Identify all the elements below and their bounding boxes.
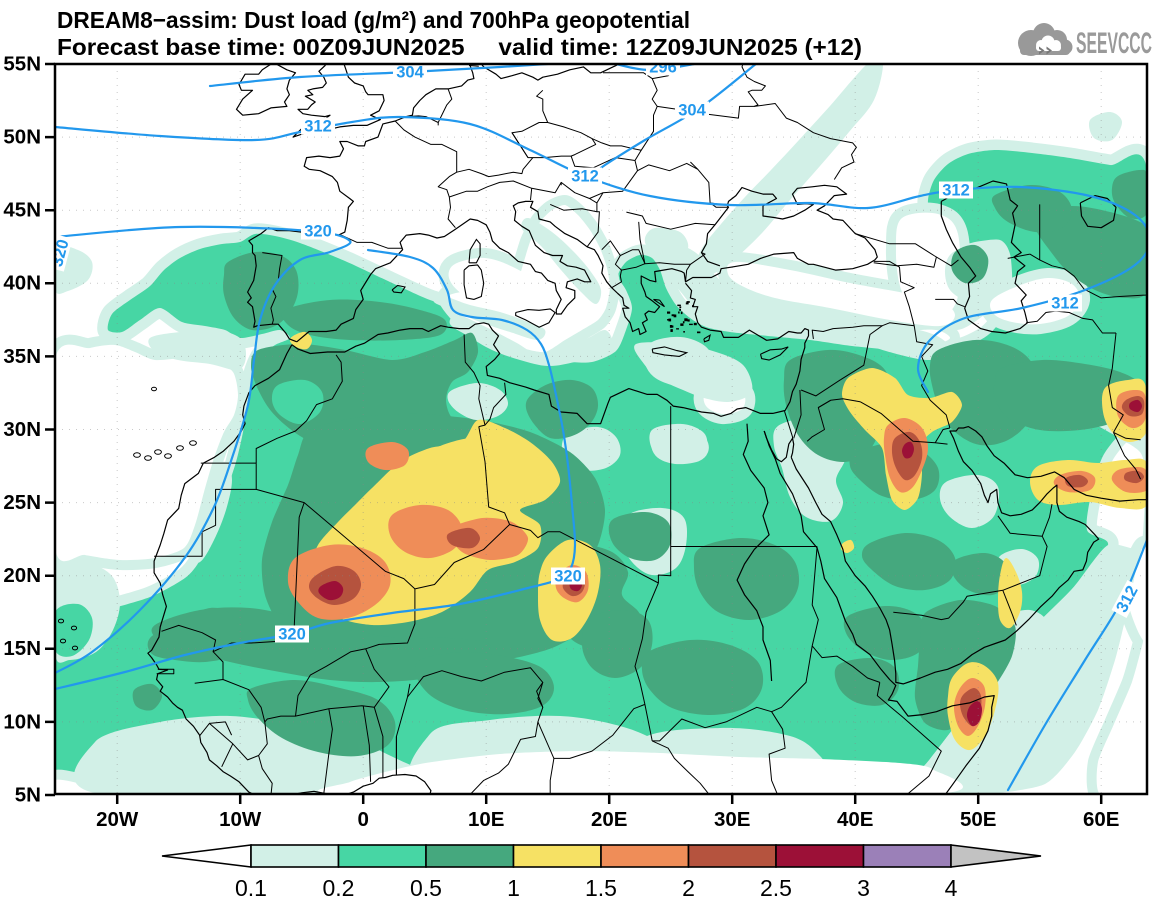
svg-text:0.1: 0.1 <box>235 875 267 901</box>
svg-text:304: 304 <box>396 63 424 81</box>
svg-text:312: 312 <box>571 167 599 185</box>
svg-text:312: 312 <box>304 117 332 135</box>
svg-text:10E: 10E <box>468 808 504 831</box>
svg-text:320: 320 <box>554 567 582 585</box>
svg-text:40N: 40N <box>3 272 41 295</box>
svg-text:15N: 15N <box>3 637 41 660</box>
svg-text:312: 312 <box>942 181 970 199</box>
svg-text:304: 304 <box>678 101 706 119</box>
svg-text:55N: 55N <box>3 52 41 75</box>
svg-text:25N: 25N <box>3 491 41 514</box>
svg-text:20E: 20E <box>591 808 627 831</box>
svg-text:5N: 5N <box>15 783 41 806</box>
svg-text:4: 4 <box>945 875 958 901</box>
svg-text:20N: 20N <box>3 564 41 587</box>
svg-text:50N: 50N <box>3 126 41 149</box>
svg-text:DREAM8−assim: Dust load (g/m²): DREAM8−assim: Dust load (g/m²) and 700hP… <box>57 7 690 33</box>
svg-text:1.5: 1.5 <box>585 875 617 901</box>
svg-text:30N: 30N <box>3 418 41 441</box>
svg-text:0.2: 0.2 <box>323 875 355 901</box>
svg-text:1: 1 <box>507 875 520 901</box>
svg-text:320: 320 <box>278 625 306 643</box>
svg-text:2.5: 2.5 <box>760 875 792 901</box>
svg-text:320: 320 <box>304 222 332 240</box>
svg-text:312: 312 <box>1051 294 1079 312</box>
svg-text:3: 3 <box>857 875 870 901</box>
svg-text:SEEVCCC: SEEVCCC <box>1076 27 1152 60</box>
svg-text:0: 0 <box>357 808 368 831</box>
svg-text:2: 2 <box>682 875 695 901</box>
svg-text:45N: 45N <box>3 199 41 222</box>
svg-text:10W: 10W <box>219 808 262 831</box>
svg-text:30E: 30E <box>714 808 750 831</box>
svg-text:35N: 35N <box>3 345 41 368</box>
svg-text:60E: 60E <box>1083 808 1119 831</box>
svg-text:20W: 20W <box>96 808 139 831</box>
svg-text:0.5: 0.5 <box>410 875 442 901</box>
svg-text:40E: 40E <box>837 808 873 831</box>
svg-text:Forecast base time: 00Z09JUN20: Forecast base time: 00Z09JUN2025 valid t… <box>57 34 862 60</box>
svg-text:296: 296 <box>649 58 677 76</box>
svg-text:10N: 10N <box>3 710 41 733</box>
svg-text:50E: 50E <box>960 808 996 831</box>
